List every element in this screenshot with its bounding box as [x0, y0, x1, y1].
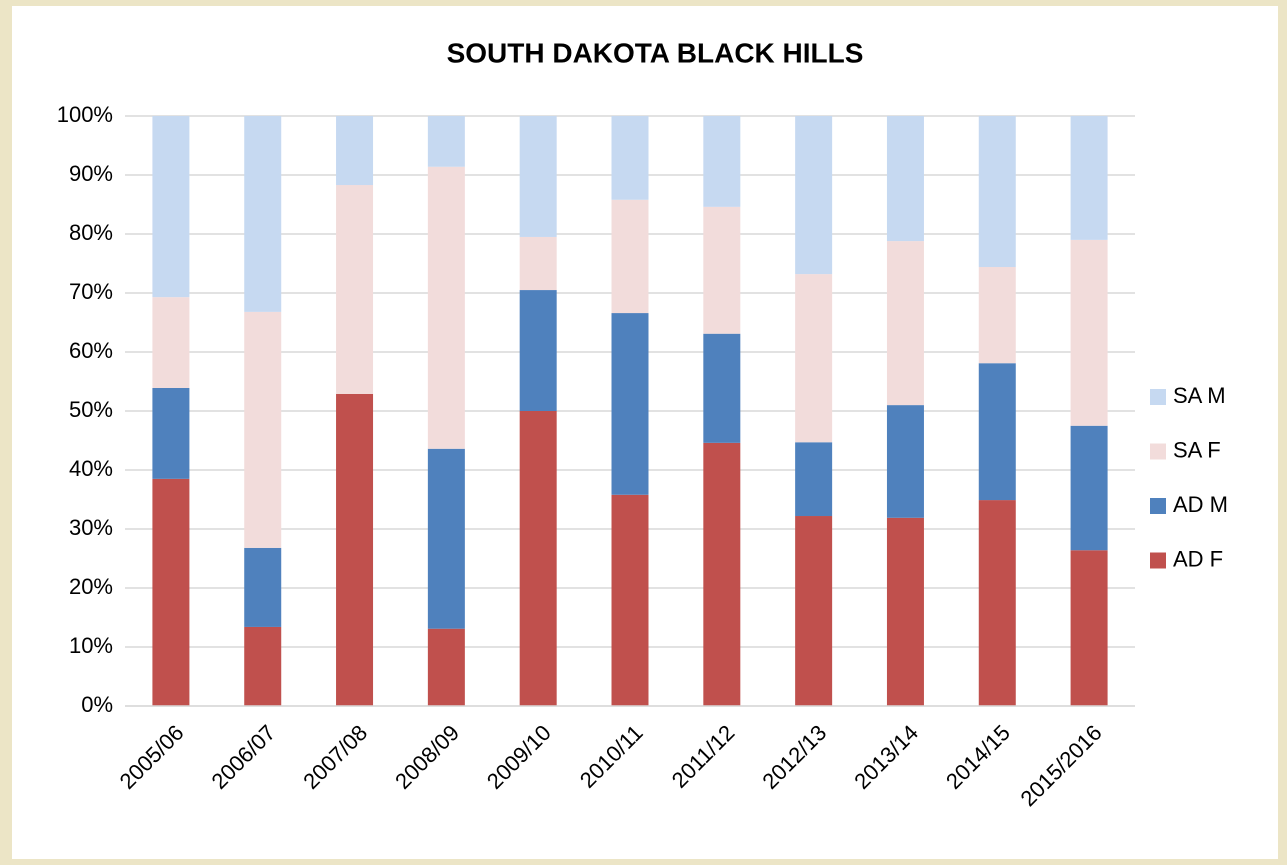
y-tick-label: 80% [69, 220, 113, 245]
bar-segment [611, 494, 649, 706]
bar-segment [978, 267, 1016, 364]
y-tick-label: 70% [69, 279, 113, 304]
bar-segment [244, 547, 282, 627]
y-tick-label: 100% [57, 102, 113, 127]
bar-segment [703, 442, 741, 706]
bar-segment [795, 274, 833, 443]
bar-segment [152, 387, 190, 479]
y-tick-label: 60% [69, 338, 113, 363]
bar-segment [519, 411, 557, 706]
y-tick-label: 0% [81, 692, 113, 717]
legend-label: SA F [1173, 437, 1221, 462]
bar-segment [244, 626, 282, 706]
chart-title: SOUTH DAKOTA BLACK HILLS [447, 37, 864, 68]
bar-segment [336, 185, 374, 394]
bar-segment [795, 116, 833, 275]
bar-segment [1070, 425, 1108, 551]
bar-segment [336, 116, 374, 186]
bar-segment [152, 297, 190, 388]
y-tick-label: 50% [69, 397, 113, 422]
bar-segment [1070, 116, 1108, 240]
bar-segment [886, 241, 924, 406]
legend-swatch [1150, 389, 1166, 405]
bar-segment [152, 478, 190, 706]
legend-swatch [1150, 552, 1166, 569]
bar-segment [427, 628, 465, 706]
bar-segment [152, 116, 190, 298]
bar-segment [519, 290, 557, 411]
legend-label: AD M [1173, 492, 1228, 517]
bar-segment [1070, 239, 1108, 426]
bar-segment [427, 448, 465, 629]
y-tick-label: 40% [69, 456, 113, 481]
y-tick-label: 20% [69, 574, 113, 599]
bar-segment [886, 517, 924, 706]
legend-label: SA M [1173, 383, 1226, 408]
bar-segment [611, 116, 649, 200]
bar-segment [886, 405, 924, 518]
bar-segment [703, 206, 741, 334]
bar-segment [611, 199, 649, 314]
bar-segment [795, 442, 833, 517]
bar-segment [703, 116, 741, 207]
bar-segment [244, 311, 282, 548]
bar-segment [519, 116, 557, 237]
legend-swatch [1150, 443, 1166, 460]
bar-segment [978, 500, 1016, 706]
bar-segment [1070, 550, 1108, 706]
y-tick-label: 30% [69, 515, 113, 540]
bar-segment [244, 116, 282, 312]
bar-segment [978, 116, 1016, 268]
bar-segment [886, 116, 924, 242]
y-tick-label: 10% [69, 633, 113, 658]
bar-segment [703, 333, 741, 443]
legend-label: AD F [1173, 546, 1223, 571]
bar-segment [336, 393, 374, 706]
bar-segment [427, 166, 465, 449]
bar-segment [427, 116, 465, 167]
y-tick-label: 90% [69, 161, 113, 186]
bar-segment [978, 363, 1016, 501]
bar-segment [611, 313, 649, 495]
bar-segment [519, 236, 557, 291]
legend-swatch [1150, 498, 1166, 514]
bar-segment [795, 516, 833, 706]
